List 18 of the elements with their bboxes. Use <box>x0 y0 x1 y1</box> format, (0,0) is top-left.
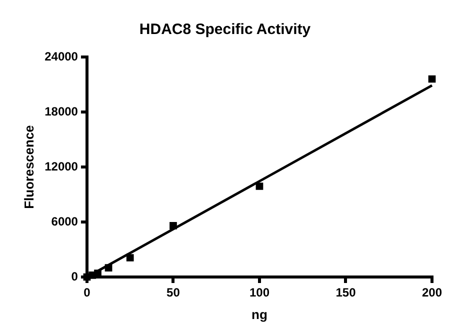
point <box>104 264 112 272</box>
x-tick-label: 0 <box>84 286 91 300</box>
y-tick-label: 6000 <box>51 214 78 228</box>
point <box>170 222 177 230</box>
x-tick-label: 150 <box>336 286 356 300</box>
point <box>126 254 134 262</box>
point <box>256 182 264 190</box>
x-tick-label: 200 <box>422 286 442 300</box>
chart-title: HDAC8 Specific Activity <box>139 21 312 38</box>
x-axis-title: ng <box>252 306 268 322</box>
y-tick-label: 0 <box>71 269 78 284</box>
y-axis-title: Fluorescence <box>21 125 36 209</box>
x-tick-label: 100 <box>249 286 270 300</box>
x-tick-label: 50 <box>166 286 180 300</box>
y-tick-label: 24000 <box>44 49 78 64</box>
y-tick-label: 18000 <box>44 104 78 118</box>
point <box>428 75 436 83</box>
y-tick-label: 12000 <box>44 159 78 174</box>
